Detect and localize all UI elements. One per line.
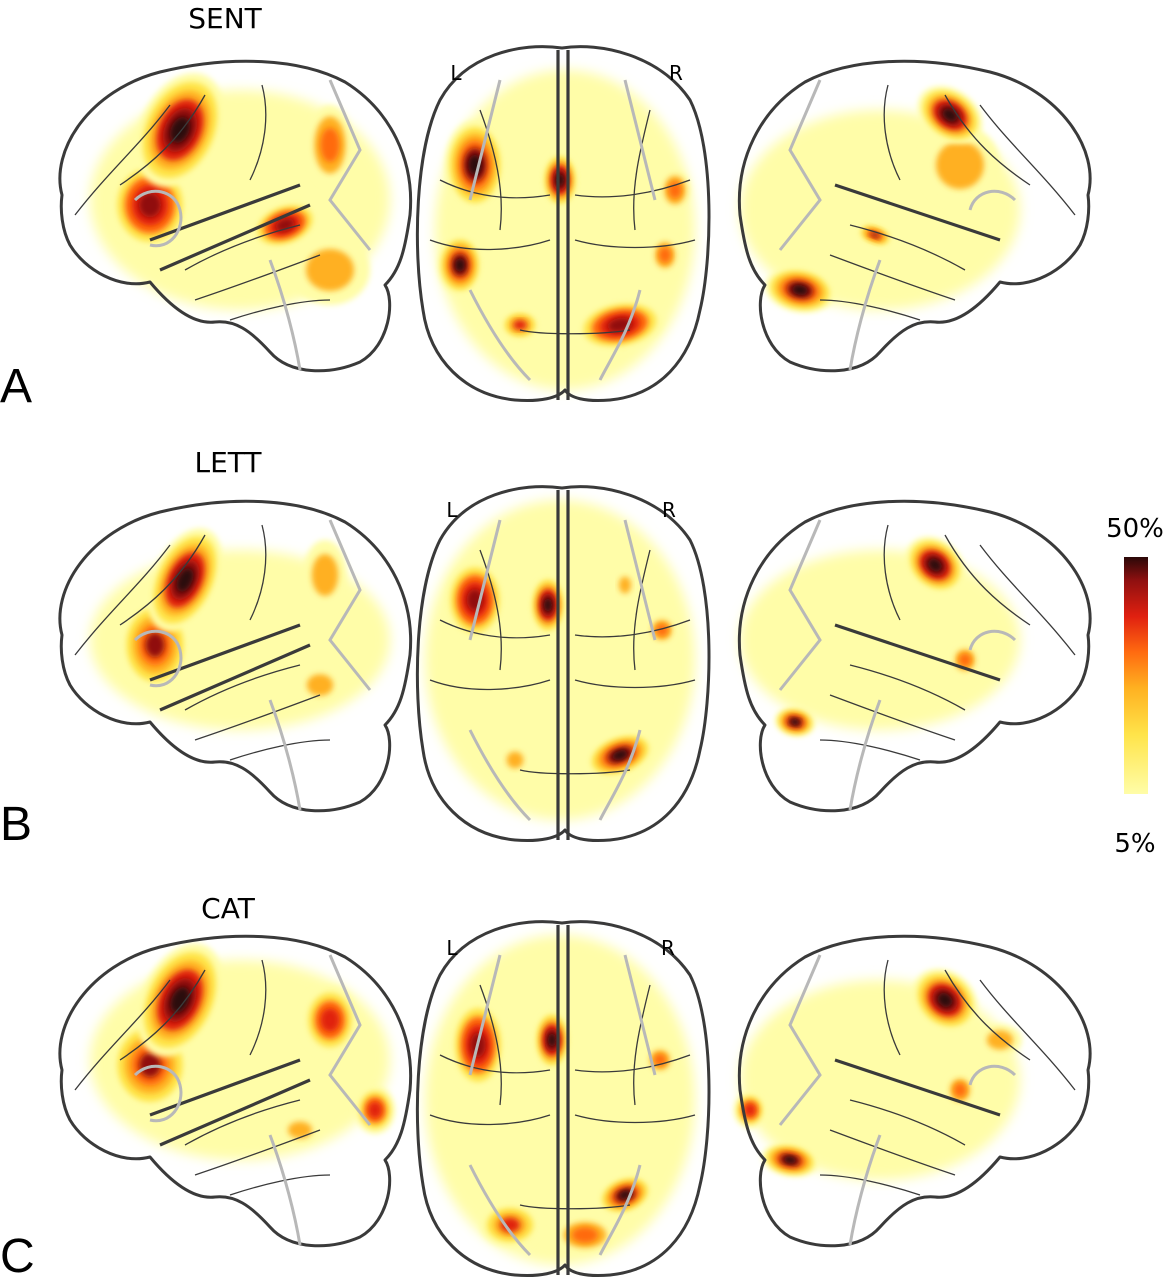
right-hemisphere-label: R xyxy=(662,498,676,522)
activation-blob xyxy=(306,249,354,291)
activation-blob xyxy=(306,674,334,696)
activation-blob xyxy=(506,751,524,769)
activation-blob xyxy=(170,986,190,1014)
activation-blob xyxy=(870,231,880,239)
activation-blob xyxy=(435,70,695,390)
colorbar: 50% 5% xyxy=(1106,514,1164,859)
activation-blob xyxy=(368,1102,382,1118)
activation-blob xyxy=(320,1008,340,1032)
activation-blob xyxy=(543,598,553,612)
right-hemisphere-label: R xyxy=(661,936,675,960)
activation-blob xyxy=(744,1104,756,1116)
activation-blob xyxy=(145,632,165,658)
brain-outlines-c xyxy=(58,920,1092,1277)
blobs-c-top xyxy=(425,935,695,1265)
blobs-a-right xyxy=(740,86,1020,313)
activation-blob xyxy=(656,624,668,636)
left-hemisphere-label: L xyxy=(446,498,458,522)
panel-letter: A xyxy=(0,360,32,413)
activation-blob xyxy=(942,108,958,122)
activation-blob xyxy=(139,1052,161,1078)
blobs-a-left xyxy=(90,73,390,310)
brain-outlines-b xyxy=(58,485,1092,842)
activation-blob xyxy=(500,1217,520,1233)
panel-letter: C xyxy=(0,1230,35,1280)
panel-letter: B xyxy=(0,798,32,851)
activation-blob xyxy=(959,653,971,667)
activation-blob xyxy=(612,749,628,761)
activation-blob xyxy=(547,1033,557,1047)
activation-blob xyxy=(454,258,466,272)
blobs-c-left xyxy=(90,943,395,1160)
activation-blob xyxy=(937,992,953,1008)
activation-blob xyxy=(619,576,631,594)
blobs-b-top xyxy=(425,500,695,820)
activation-blob xyxy=(425,500,695,820)
blobs-b-right xyxy=(740,536,1020,737)
activation-blob xyxy=(659,247,671,263)
activation-blob xyxy=(790,718,800,726)
blobs-c-right xyxy=(734,968,1022,1180)
left-hemisphere-label: L xyxy=(446,936,458,960)
activation-blob xyxy=(320,127,340,163)
left-hemisphere-label: L xyxy=(450,61,462,85)
right-hemisphere-label: R xyxy=(669,61,683,85)
panel-c: CAT L R C xyxy=(0,892,1092,1280)
activation-blob xyxy=(139,192,161,218)
panel-title: LETT xyxy=(194,446,262,479)
activation-blob xyxy=(654,1054,666,1066)
panel-title: SENT xyxy=(188,2,262,35)
blobs-b-left xyxy=(90,528,390,730)
activation-blob xyxy=(513,320,527,330)
colorbar-gradient xyxy=(1124,557,1148,794)
activation-blob xyxy=(288,1121,312,1139)
activation-blob xyxy=(986,1030,1014,1050)
activation-blob xyxy=(783,1156,797,1164)
colorbar-min-label: 5% xyxy=(1114,829,1155,859)
activation-blob xyxy=(791,284,809,296)
activation-blob xyxy=(176,568,194,592)
panel-a: SENT L R A xyxy=(0,2,1092,413)
blobs-a-top xyxy=(435,70,695,390)
activation-blob xyxy=(311,554,339,596)
activation-blob xyxy=(169,116,191,144)
brain-outlines-a xyxy=(58,45,1092,402)
panel-b: LETT L R B xyxy=(0,446,1092,851)
colorbar-max-label: 50% xyxy=(1106,514,1164,544)
activation-blob xyxy=(425,935,695,1265)
activation-blob xyxy=(936,141,984,189)
activation-blob xyxy=(572,1227,598,1243)
panel-title: CAT xyxy=(201,892,256,925)
activation-blob xyxy=(954,1083,966,1097)
activation-blob xyxy=(928,558,942,572)
